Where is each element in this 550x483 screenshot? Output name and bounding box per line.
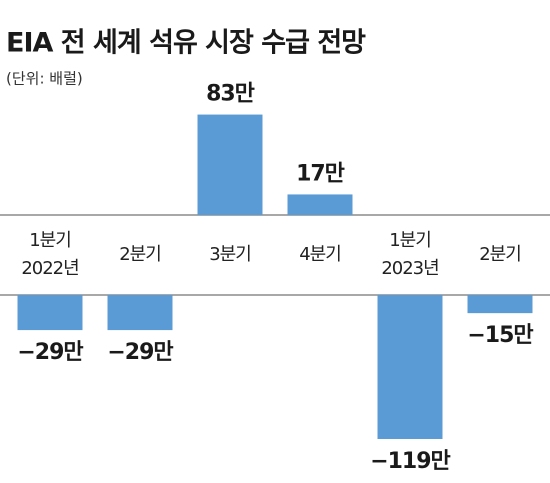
value-label: −29만 <box>107 340 173 365</box>
bar <box>467 295 533 314</box>
value-label: −119만 <box>370 449 450 474</box>
chart-subtitle: (단위: 배럴) <box>6 70 83 88</box>
x-tick-label: 2분기 <box>479 244 521 265</box>
chart-title: EIA 전 세계 석유 시장 수급 전망 <box>6 28 366 59</box>
bar <box>107 295 173 331</box>
value-label: 17만 <box>296 161 345 186</box>
x-tick-label: 2022년 <box>21 258 78 279</box>
bar <box>377 295 443 439</box>
bar <box>287 194 353 215</box>
bar <box>17 295 83 331</box>
x-tick-label: 2023년 <box>381 258 438 279</box>
value-label: −29만 <box>17 340 83 365</box>
x-tick-label: 3분기 <box>209 244 251 265</box>
x-tick-label: 1분기 <box>29 230 71 251</box>
value-label: 83만 <box>206 82 255 107</box>
x-tick-label: 1분기 <box>389 230 431 251</box>
x-tick-label: 4분기 <box>299 244 341 265</box>
value-label: −15만 <box>467 323 533 348</box>
bar <box>197 114 263 215</box>
x-tick-label: 2분기 <box>119 244 161 265</box>
